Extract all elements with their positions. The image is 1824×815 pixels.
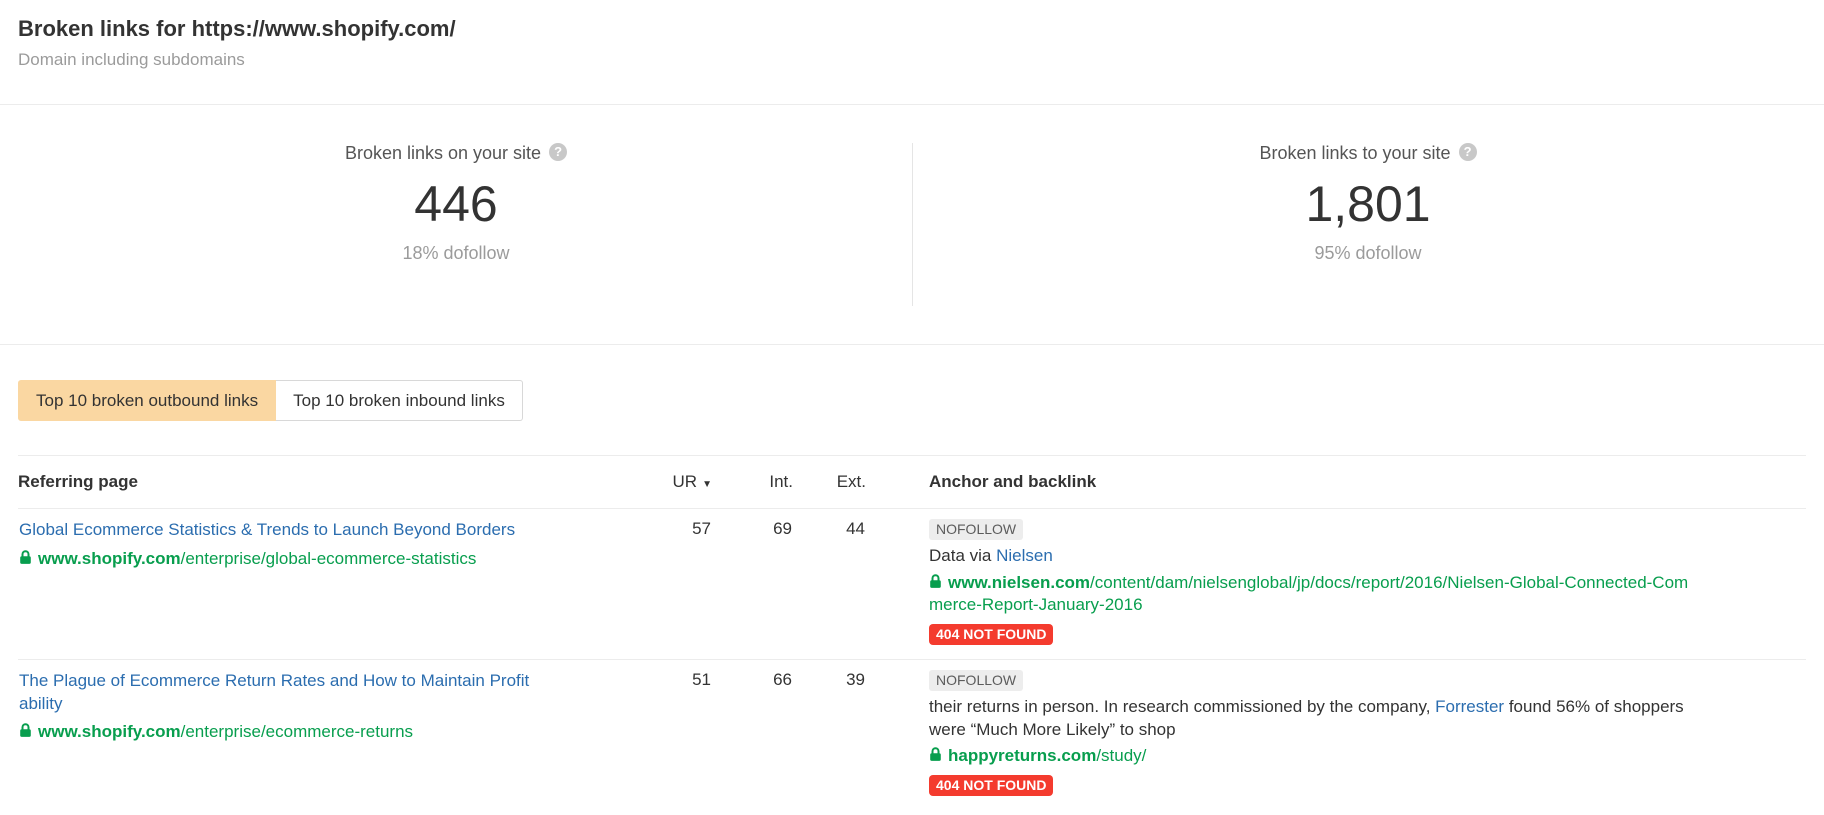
status-404-badge: 404 NOT FOUND [929,623,1054,646]
stat-label-to-site: Broken links to your site [1259,143,1451,163]
stat-broken-links-to-site: Broken links to your site? 1,801 95% dof… [912,105,1824,344]
anchor-text-pre: Data via [929,546,997,566]
anchor-inline-link[interactable]: Forrester [1435,697,1505,717]
broken-target-url: www.nielsen.com/content/dam/nielsengloba… [929,572,1689,617]
col-header-anchor-backlink: Anchor and backlink [866,455,1806,509]
url-path[interactable]: /content/dam/nielsenglobal/jp/docs/repor… [929,572,1689,615]
nofollow-badge: NOFOLLOW [929,670,1024,692]
tab-broken-outbound-links[interactable]: Top 10 broken outbound links [18,380,277,421]
page-title: Broken links for https://www.shopify.com… [18,16,456,41]
url-path[interactable]: /enterprise/ecommerce-returns [180,722,414,742]
lock-icon [19,721,32,744]
broken-target-url: happyreturns.com/study/ [929,745,1689,768]
anchor-inline-link[interactable]: Nielsen [996,546,1053,566]
broken-links-table: Referring page UR ▼ Int. Ext. Anchor and … [18,455,1806,810]
url-path[interactable]: /study/ [1096,746,1147,766]
stat-value-to-site: 1,801 [1305,176,1431,232]
stat-broken-links-on-site: Broken links on your site? 446 18% dofol… [0,105,912,344]
table-row: Global Ecommerce Statistics & Trends to … [18,508,1806,661]
col-header-int[interactable]: Int. [712,455,793,509]
referring-page-title-link[interactable]: Global Ecommerce Statistics & Trends to … [19,520,516,539]
ext-value: 39 [846,670,865,690]
col-header-referring-page: Referring page [18,455,578,509]
status-404-badge: 404 NOT FOUND [929,774,1054,797]
ur-value: 57 [578,508,712,661]
referring-page-title-link[interactable]: The Plague of Ecommerce Return Rates and… [19,671,530,713]
anchor-text-post: found 56% of shoppers were “Much More Li… [929,697,1684,739]
stat-dofollow-on-site: 18% dofollow [402,242,510,263]
ext-value: 44 [793,508,866,661]
stat-value-on-site: 446 [414,176,498,232]
url-domain[interactable]: www.shopify.com [38,548,181,568]
anchor-text: Data via Nielsen [929,545,1689,568]
int-value: 66 [773,670,792,690]
tab-broken-inbound-links[interactable]: Top 10 broken inbound links [276,380,523,421]
col-header-ext[interactable]: Ext. [793,455,866,509]
referring-page-url: www.shopify.com/enterprise/global-ecomme… [19,548,538,571]
lock-icon [929,572,942,595]
col-header-ur[interactable]: UR ▼ [578,455,712,509]
anchor-text: their returns in person. In research com… [929,696,1689,741]
stats-section: Broken links on your site? 446 18% dofol… [0,105,1824,345]
table-row: The Plague of Ecommerce Return Rates and… [18,660,1806,811]
stat-dofollow-to-site: 95% dofollow [1314,242,1422,263]
report-header: Broken links for https://www.shopify.com… [0,0,1824,105]
url-domain[interactable]: www.nielsen.com [948,572,1091,592]
url-domain[interactable]: happyreturns.com [948,746,1097,766]
url-path[interactable]: /enterprise/global-ecommerce-statistics [180,548,477,568]
page-subtitle: Domain including subdomains [18,50,245,69]
sort-desc-icon: ▼ [702,479,712,490]
stat-label-on-site: Broken links on your site [344,143,542,163]
ur-value: 51 [692,670,711,690]
help-icon[interactable]: ? [549,143,568,161]
nofollow-badge: NOFOLLOW [929,519,1024,541]
lock-icon [19,548,32,571]
table-header-row: Referring page UR ▼ Int. Ext. Anchor and … [18,455,1806,509]
report-tabs: Top 10 broken outbound links Top 10 brok… [18,380,1806,421]
url-domain[interactable]: www.shopify.com [38,722,181,742]
help-icon[interactable]: ? [1458,143,1477,161]
col-header-ur-label: UR [672,472,698,491]
stats-divider [912,143,913,306]
anchor-text-pre: their returns in person. In research com… [929,697,1436,717]
int-value: 69 [712,508,793,661]
lock-icon [929,745,942,768]
referring-page-url: www.shopify.com/enterprise/ecommerce-ret… [19,721,538,744]
